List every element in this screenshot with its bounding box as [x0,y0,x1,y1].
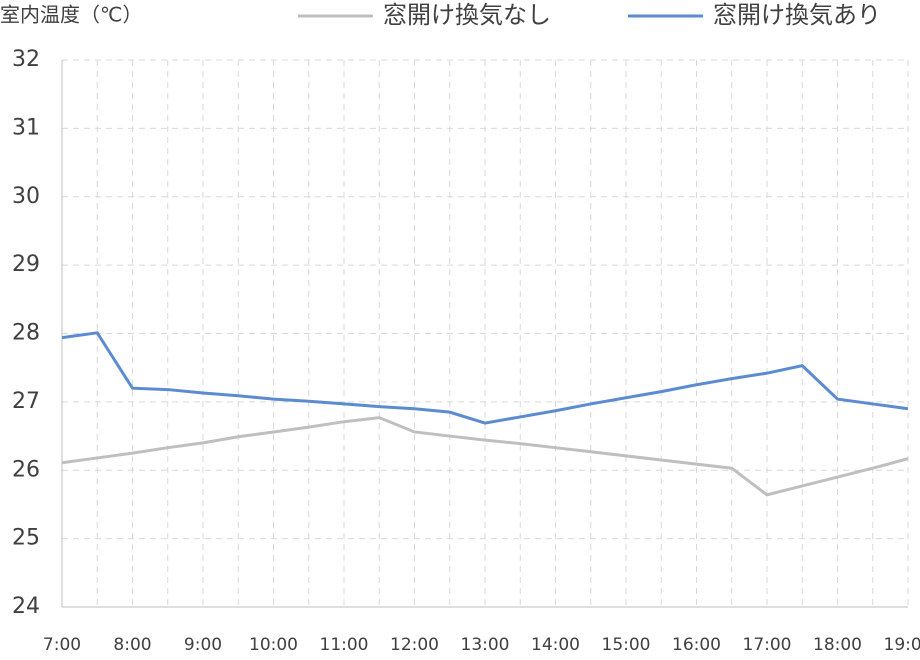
y-tick-label: 24 [12,594,40,619]
series-line [61,331,909,425]
y-tick-label: 30 [12,184,40,209]
y-tick-label: 26 [12,457,40,482]
y-tick-label: 28 [12,321,40,346]
series-line [61,416,909,497]
x-tick-label: 12:00 [390,635,439,655]
y-tick-label: 25 [12,526,40,551]
x-tick-label: 7:00 [43,635,81,655]
legend-label: 窓開け換気なし [383,1,551,29]
x-tick-label: 14:00 [531,635,580,655]
x-tick-label: 18:00 [813,635,862,655]
x-tick-label: 13:00 [461,635,510,655]
x-tick-label: 8:00 [113,635,151,655]
x-tick-label: 19:00 [884,635,920,655]
y-tick-label: 31 [12,115,40,140]
x-tick-label: 11:00 [320,635,369,655]
legend-label: 窓開け換気あり [713,1,881,29]
x-tick-label: 17:00 [743,635,792,655]
x-tick-label: 16:00 [672,635,721,655]
x-tick-label: 15:00 [602,635,651,655]
y-tick-label: 29 [12,252,40,277]
y-axis-label: 室内温度（℃） [0,3,142,27]
x-tick-label: 9:00 [184,635,222,655]
x-tick-label: 10:00 [249,635,298,655]
y-tick-label: 27 [12,389,40,414]
y-tick-label: 32 [12,47,40,72]
